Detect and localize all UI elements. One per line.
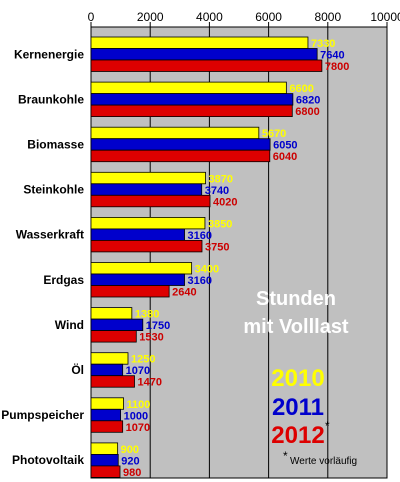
bar-2012 (90, 420, 124, 433)
category-label: Öl (71, 362, 84, 377)
data-label: 7330 (311, 38, 335, 50)
footnote-asterisk: * (283, 449, 288, 463)
data-label: 3750 (205, 241, 229, 253)
category-label: Kernenergie (14, 47, 84, 61)
bar-2012 (90, 239, 203, 253)
legend-asterisk: * (325, 419, 330, 433)
x-tick-label: 6000 (255, 10, 282, 24)
legend-year-2012: 2012 (271, 422, 324, 449)
data-label: 3870 (209, 173, 233, 185)
bar-2012 (90, 104, 293, 117)
category-label: Biomasse (27, 137, 84, 151)
bar-2010 (90, 36, 309, 49)
category-label: Pumpspeicher (1, 408, 84, 422)
x-tick-label: 2000 (137, 10, 164, 24)
data-label: 3160 (188, 275, 212, 287)
data-label: 3850 (208, 218, 232, 230)
category-label: Wind (55, 318, 84, 332)
data-label: 6040 (273, 151, 297, 163)
bar-2011 (90, 48, 318, 61)
footnote-text: Werte vorläufig (290, 456, 357, 467)
data-label: 920 (121, 455, 139, 467)
x-tick-label: 0 (88, 10, 95, 24)
data-label: 1750 (146, 320, 170, 332)
bar-2012 (90, 330, 137, 343)
annotation-title-line1: Stunden (256, 288, 336, 310)
data-label: 1380 (135, 309, 159, 321)
bar-2011 (90, 408, 122, 422)
bar-2010 (90, 126, 260, 140)
x-tick-label: 10000 (370, 10, 400, 24)
category-label: Wasserkraft (16, 228, 84, 242)
bar-2012 (90, 285, 170, 298)
data-label: 6800 (295, 106, 319, 118)
data-label: 1100 (127, 399, 151, 411)
bar-2010 (90, 307, 133, 320)
data-label: 980 (123, 467, 141, 479)
data-label: 1070 (126, 365, 150, 377)
bar-2012 (90, 465, 121, 478)
x-tick-label: 8000 (314, 10, 341, 24)
bar-2011 (90, 183, 203, 196)
bar-2010 (90, 397, 124, 410)
data-label: 1000 (124, 410, 148, 422)
data-label: 2640 (172, 287, 196, 299)
category-label: Steinkohle (23, 183, 84, 197)
bar-2010 (90, 81, 287, 94)
data-label: 1070 (126, 422, 150, 434)
category-label: Braunkohle (18, 92, 84, 106)
bar-2011 (90, 228, 185, 241)
data-label: 6050 (273, 140, 297, 152)
bar-2011 (90, 273, 185, 286)
category-labels: Kernenergie Braunkohle Biomasse Steinkohle W… (1, 47, 84, 467)
data-label: 1530 (139, 332, 163, 344)
bar-2010 (90, 171, 206, 185)
legend-year-2011: 2011 (272, 394, 324, 421)
category-label: Photovoltaik (12, 453, 84, 467)
annotation-title-line2: mit Volllast (243, 316, 349, 338)
data-label: 5670 (262, 128, 286, 140)
bar-2011 (90, 138, 271, 151)
data-label: 900 (121, 444, 139, 456)
data-label: 7800 (325, 61, 349, 73)
data-label: 1250 (131, 354, 155, 366)
bar-2012 (90, 59, 323, 72)
x-tick-label: 4000 (196, 10, 223, 24)
legend-year-2010: 2010 (271, 365, 324, 392)
bar-2010 (90, 262, 193, 275)
data-label: 1470 (138, 377, 162, 389)
data-label: 6600 (289, 83, 313, 95)
data-label: 4020 (213, 196, 237, 208)
data-label: 3160 (188, 230, 212, 242)
bar-2012 (90, 194, 211, 208)
bar-2012 (90, 375, 135, 388)
bar-2012 (90, 149, 271, 163)
bar-2011 (90, 93, 294, 106)
data-label: 6820 (296, 95, 320, 107)
bar-2011 (90, 363, 124, 377)
x-axis-ticks: 0 2000 4000 6000 8000 10000 (88, 10, 400, 27)
bar-2011 (90, 453, 119, 467)
data-label: 7640 (320, 50, 344, 62)
bar-2010 (90, 442, 119, 455)
data-label: 3740 (205, 185, 229, 197)
bar-2011 (90, 318, 144, 332)
bar-2010 (90, 216, 206, 230)
bar-2010 (90, 352, 129, 365)
data-label: 3400 (195, 264, 219, 276)
category-label: Erdgas (43, 273, 84, 287)
